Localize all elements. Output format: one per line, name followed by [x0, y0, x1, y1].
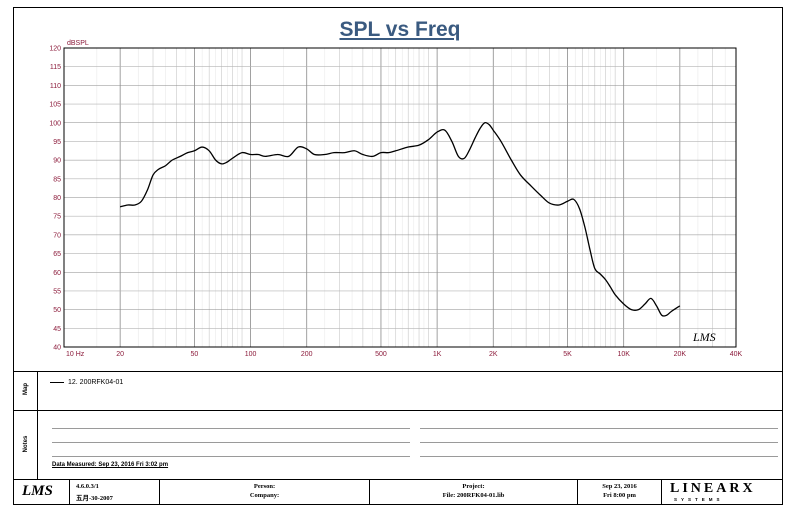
version-date: 五月-30-2007 — [76, 495, 113, 502]
divider-notes-top — [14, 410, 782, 411]
file-label: File: 200RFK04-01.lib — [442, 492, 505, 499]
footer-brand-cell: LINEARX SYSTEMS — [662, 480, 782, 504]
y-tick-label: 75 — [53, 214, 61, 221]
lms-annotation: LMS — [692, 330, 716, 344]
footer-date-cell: Sep 23, 2016 Fri 8:00 pm — [578, 480, 662, 504]
footer-person-cell: Person: Company: — [160, 480, 370, 504]
data-measured-text: Data Measured: Sep 23, 2016 Fri 3:02 pm — [52, 462, 169, 468]
y-tick-label: 90 — [53, 158, 61, 165]
x-tick-label: 5K — [563, 351, 572, 358]
legend-entry: 12. 200RFK04-01 — [68, 379, 124, 386]
y-tick-labels: 40 45 50 55 60 65 70 75 80 85 90 95 100 105 110 115 120 — [49, 46, 61, 352]
plot-border — [63, 47, 737, 348]
y-tick-label: 50 — [53, 307, 61, 314]
y-tick-label: 105 — [49, 102, 61, 109]
y-tick-label: 110 — [50, 83, 61, 90]
note-line — [52, 442, 410, 443]
notes-side-label: Notes — [23, 435, 29, 453]
legend-swatch — [50, 381, 64, 383]
footer-time: Fri 8:00 pm — [603, 492, 636, 499]
y-tick-label: 80 — [53, 195, 61, 202]
x-tick-label: 1K — [433, 351, 442, 358]
note-line — [420, 428, 778, 429]
y-tick-label: 70 — [53, 232, 61, 239]
x-tick-label: 100 — [245, 351, 257, 358]
divider-map-top — [14, 371, 782, 372]
x-tick-label: 40K — [730, 351, 743, 358]
y-tick-label: 45 — [53, 326, 61, 333]
y-tick-label: 115 — [50, 64, 61, 71]
footer-date: Sep 23, 2016 — [602, 483, 637, 490]
report-frame — [13, 7, 783, 505]
y-tick-label: 55 — [53, 288, 61, 295]
x-tick-label: 10 Hz — [66, 351, 85, 358]
y-tick-label: 85 — [53, 176, 61, 183]
person-label: Person: — [253, 483, 276, 490]
y-tick-label: 60 — [53, 270, 61, 277]
x-tick-label: 20 — [116, 351, 124, 358]
x-tick-label: 200 — [301, 351, 313, 358]
y-tick-label: 100 — [49, 120, 61, 127]
x-tick-label: 500 — [375, 351, 387, 358]
note-line — [52, 456, 410, 457]
map-side-box: Map — [14, 372, 38, 410]
footer-version-cell: 4.6.0.3/1 五月-30-2007 — [70, 480, 160, 504]
divider-footer-top — [14, 479, 782, 480]
chart-title: SPL vs Freq — [339, 18, 461, 41]
notes-side-box: Notes — [14, 411, 38, 479]
x-tick-label: 20K — [674, 351, 687, 358]
note-line — [420, 442, 778, 443]
y-unit-label: dBSPL — [67, 40, 89, 47]
x-tick-label: 50 — [191, 351, 199, 358]
legend: 12. 200RFK04-01 — [50, 379, 123, 386]
company-label: Company: — [249, 492, 280, 499]
map-side-label: Map — [23, 383, 29, 395]
series-line — [120, 121, 681, 317]
note-line — [420, 456, 778, 457]
linearx-logo: LINEARX — [670, 481, 756, 496]
y-tick-label: 65 — [53, 251, 61, 258]
x-tick-labels: 10 Hz 20 50 100 200 500 1K 2K 5K 10K 20K 40K — [66, 351, 743, 358]
project-label: Project: — [462, 483, 485, 490]
lms-logo: LMS — [22, 483, 53, 499]
y-tick-label: 95 — [53, 139, 61, 146]
grid-major — [63, 47, 736, 348]
x-tick-label: 10K — [617, 351, 630, 358]
footer-project-cell: Project: File: 200RFK04-01.lib — [370, 480, 578, 504]
footer-logo-cell: LMS — [14, 480, 70, 504]
linearx-sub-logo: SYSTEMS — [674, 497, 724, 502]
x-tick-label: 2K — [489, 351, 498, 358]
version-text: 4.6.0.3/1 — [76, 483, 99, 490]
y-tick-label: 40 — [53, 345, 61, 352]
note-line — [52, 428, 410, 429]
y-tick-label: 120 — [49, 46, 61, 53]
series-layer — [120, 121, 681, 317]
